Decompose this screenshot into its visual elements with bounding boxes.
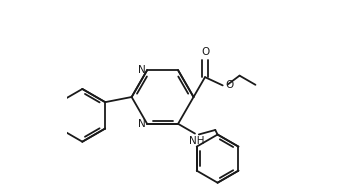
Text: NH: NH [189,136,204,146]
Text: O: O [201,47,209,57]
Text: N: N [138,64,146,74]
Text: N: N [138,120,146,130]
Text: O: O [225,80,234,90]
